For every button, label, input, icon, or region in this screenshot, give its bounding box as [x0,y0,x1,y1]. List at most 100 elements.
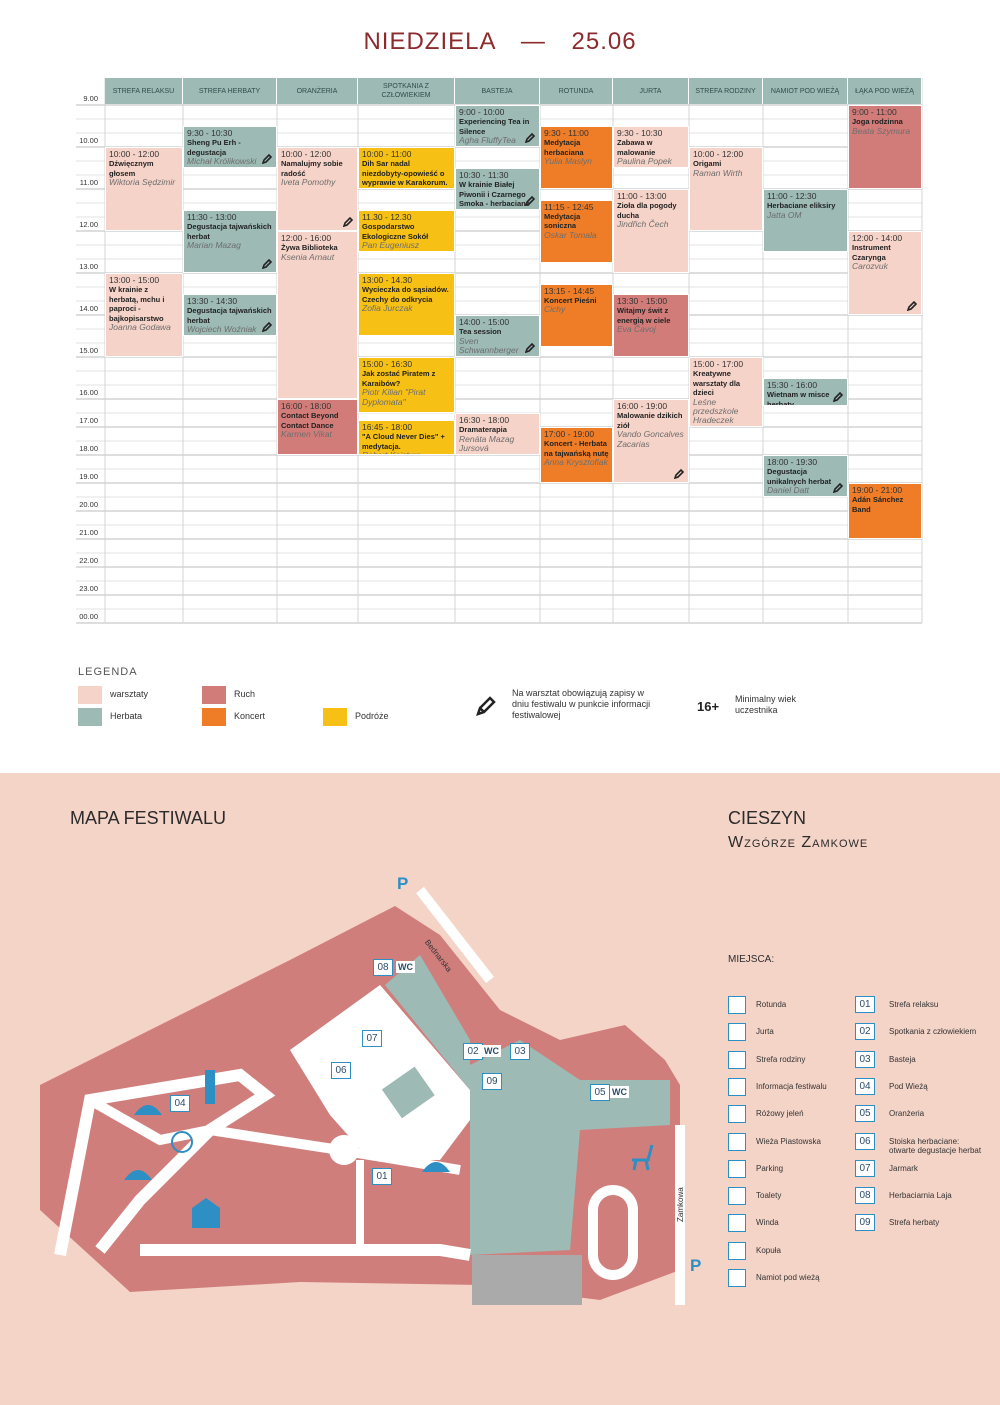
event-title: Koncert - Herbata na tajwańską nutę [544,439,609,458]
event-person: Paulina Popek [617,156,672,167]
event: 10:30 - 11:30 W krainie Białej Piwonii i … [455,168,540,210]
map-marker: 09 [482,1073,502,1090]
event-time: 10:00 - 12:00 [693,149,744,159]
place-number: 03 [855,1050,875,1068]
event-time: 13:15 - 14:45 [544,285,595,296]
pencil [525,132,536,143]
yurt-icons [124,1105,450,1180]
time-label: 14.00 [79,304,98,313]
place-number: 08 [855,1187,875,1205]
event: 12:00 - 14:00 Instrument Czarynga Carozvuk [848,231,922,315]
place-name: Strefa herbaty [889,1218,940,1228]
place-name: Jarmark [889,1163,918,1173]
event-person: Wiktoria Sędzimir [109,177,176,188]
pencil [343,216,354,227]
map-marker: 07 [362,1030,382,1047]
event-person: Leśne przedszkole Hradeczek [693,396,739,426]
building [381,1066,435,1119]
event-time: 15:00 - 17:00 [693,359,744,369]
event-time: 18:00 - 19:30 [767,457,818,467]
event-title: Gospodarstwo Ekologiczne Sokół [362,222,429,241]
street-label: Zamkowa [676,1187,685,1222]
event: 9:30 - 10:30 Sheng Pu Erh - degustacja Mic… [183,126,277,168]
signup-icon [674,468,685,479]
event-person: Joanna Godawa [109,322,171,333]
time-label: 23.00 [79,584,98,593]
event-time: 10:30 - 11:30 [459,170,509,180]
city: CIESZYN [728,808,807,828]
place-name: Winda [756,1218,779,1228]
time-label: 10.00 [79,136,98,145]
event-title: Tea session [459,327,502,337]
event-person: Iveta Pomothy [281,177,336,188]
event-title: Żywa Biblioteka [281,243,338,253]
place-icon [728,1077,746,1096]
pencil [833,391,844,402]
legend-swatch [78,708,102,726]
place-number: 02 [855,1023,875,1041]
place-icon [728,1241,746,1260]
place-name: Rotunda [756,1000,787,1009]
event-person: Daniel Datt [767,485,810,496]
rotunda-plaza [329,1135,359,1165]
event-time: 10:00 - 12:00 [109,149,160,159]
event-time: 12:00 - 14:00 [852,233,903,243]
place-icon [728,1214,746,1233]
column-header: STREFA RODZINY [689,78,763,104]
event-time: 15:30 - 16:00 [767,380,818,390]
column-header: ORANŻERIA [277,78,358,104]
event-time: 13:00 - 15:00 [109,275,160,285]
roundabout [588,1185,638,1280]
event-title: Degustacja tajwańskich herbat [187,306,272,325]
event: 14:00 - 15:00 Tea session Sven Schwannberg… [455,315,540,357]
place-name: Informacja festiwalu [756,1081,827,1091]
legend-label: Ruch [234,689,256,699]
place-name: Jurta [756,1027,774,1037]
place-number: 05 [855,1105,875,1123]
event-title: W krainie z herbatą, mchu i paproci - ba… [109,285,165,323]
event: 16:45 - 18:00 "A Cloud Never Dies" + medy… [358,420,455,455]
signup-icon [833,391,844,402]
place-name: Parking [756,1163,784,1173]
event-title: Origami [693,159,722,169]
time-label: 20.00 [79,500,98,509]
map-marker: 02 [463,1043,483,1060]
column-header: NAMIOT POD WIEŻĄ [763,78,848,104]
legend-swatch [202,708,226,726]
event-time: 11:30 - 13:00 [187,212,237,222]
event-time: 10:00 - 11:00 [362,149,412,159]
event: 9:30 - 10:30 Zabawa w malowanie Paulina Po… [613,126,689,168]
event-time: 16:45 - 18:00 [362,422,413,432]
event: 10:00 - 11:00 Dih Sar nadal niezdobyty-op… [358,147,455,189]
event: 11:15 - 12:45 Medytacja soniczna Oskar Tom… [540,199,613,263]
time-label: 00.00 [79,612,98,621]
legend-swatch [78,686,102,704]
column-header: STREFA HERBATY [183,78,277,104]
time-label: 21.00 [79,528,98,537]
event: 13:00 - 14.30 Wycieczka do sąsiadów. Czec… [358,273,455,336]
event-person: Marian Mazag [187,240,241,251]
signup-icon [525,195,536,206]
place-name: Strefa rodziny [756,1054,806,1064]
pencil [674,468,685,479]
column-header: ŁĄKA POD WIEŻĄ [848,78,922,104]
event-time: 15:00 - 16:30 [362,359,413,369]
event-title: Kreatywne warsztaty dla dzieci [693,369,741,398]
age-note: Minimalny wiek uczestnika [735,694,797,715]
event-time: 11:00 - 12:30 [767,191,817,201]
legend-label: Herbata [110,711,143,721]
event-title: "A Cloud Never Dies" + medytacja. [362,432,445,451]
column-header: BASTEJA [455,78,540,104]
pencil [262,153,273,164]
event: 13:00 - 15:00 W krainie z herbatą, mchu i… [105,273,183,357]
event-title: Instrument Czarynga [852,243,891,262]
event-time: 9:00 - 10:00 [459,107,505,117]
event-time: 16:30 - 18:00 [459,415,510,425]
event-title: W krainie Białej Piwonii i Czarnego Smok… [459,180,530,209]
column-header: SPOTKANIA Z CZŁOWIEKIEM [358,78,455,104]
event-title: Witajmy świt z energią w ciele [617,306,671,325]
places-title: MIEJSCA: [728,954,775,965]
yard [290,985,470,1160]
event-title: Wietnam w misce herbaty [767,390,830,406]
